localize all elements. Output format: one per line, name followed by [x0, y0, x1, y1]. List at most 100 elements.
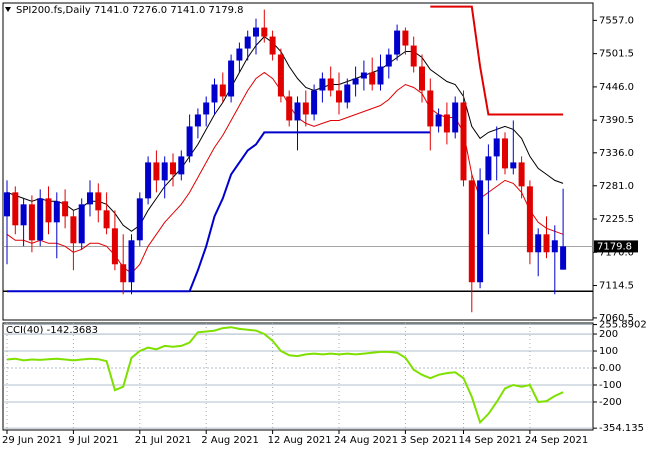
candle-body [45, 198, 52, 223]
candle-body [560, 246, 567, 270]
cci-panel [2, 322, 594, 431]
candle-body [419, 66, 425, 91]
candle-body [443, 114, 450, 133]
candle-body [253, 27, 259, 37]
candle-body [460, 102, 467, 181]
candle-body [203, 102, 210, 115]
candle-body [145, 162, 152, 199]
candle-body [468, 180, 475, 283]
candle-body [111, 228, 118, 265]
indicator-line [430, 5, 564, 116]
candle-body [410, 45, 417, 67]
candle-body [228, 60, 235, 97]
candle-body [70, 216, 77, 244]
candle-body [153, 162, 160, 181]
candle-body [352, 78, 359, 85]
candle-body [336, 90, 342, 103]
candle-body [452, 102, 459, 133]
candle-body [219, 84, 226, 97]
candle-body [211, 84, 218, 103]
candle-body [377, 66, 384, 85]
x-tick-label: 9 Jul 2021 [68, 435, 118, 446]
y-tick-label: 255.8902 [599, 320, 647, 331]
candle-body [319, 78, 326, 91]
candle-body [485, 156, 492, 181]
candle-body [103, 210, 110, 229]
candle-body [62, 201, 69, 217]
candle-body [402, 30, 409, 46]
y-tick-label: 7557.0 [599, 15, 634, 26]
x-tick-label: 21 Jul 2021 [135, 435, 192, 446]
x-tick-label: 3 Sep 2021 [400, 435, 457, 446]
candle-body [20, 204, 27, 226]
candle-body [87, 192, 93, 205]
y-tick-label: 100 [599, 346, 618, 357]
cci-line [6, 326, 564, 425]
x-tick-label: 24 Aug 2021 [334, 435, 398, 446]
price-panel [2, 2, 594, 321]
candle-body [385, 54, 392, 67]
candle-body [435, 114, 442, 127]
candle-body [277, 54, 284, 97]
chart-title: SPI200.fs,Daily 7141.0 7276.0 7141.0 717… [16, 5, 243, 16]
y-tick-label: 200 [599, 329, 618, 340]
y-tick-label: 7281.0 [599, 181, 634, 192]
candle-body [53, 201, 60, 223]
y-tick-label: 7501.5 [599, 49, 634, 60]
candle-body [186, 126, 193, 157]
candle-body [95, 192, 102, 211]
y-tick-label: 7114.5 [599, 281, 634, 292]
candle-body [28, 204, 35, 241]
candle-body [543, 234, 550, 253]
y-tick-label: 7446.0 [599, 82, 634, 93]
candle-body [128, 240, 135, 283]
x-tick-label: 24 Sep 2021 [525, 435, 588, 446]
y-tick-label: 7390.5 [599, 115, 634, 126]
candle-body [12, 192, 19, 226]
y-tick-label: 7170.0 [599, 247, 634, 258]
title-arrow [5, 7, 11, 12]
indicator-line [7, 131, 431, 293]
candle-body [294, 102, 301, 121]
candle-body [369, 72, 376, 85]
candle-body [502, 138, 508, 169]
candle-body [311, 90, 318, 115]
y-tick-label: 7225.5 [599, 214, 634, 225]
candle-body [170, 162, 176, 175]
candle-body [4, 192, 10, 217]
y-tick-label: 7336.0 [599, 148, 634, 159]
price-label: 7179.8 [597, 241, 632, 252]
candle-body [236, 48, 243, 61]
candle-body [286, 96, 293, 121]
candle-body [120, 264, 127, 283]
price-label-box [594, 240, 638, 253]
x-tick-label: 14 Sep 2021 [459, 435, 522, 446]
y-tick-label: -354.135 [599, 423, 644, 434]
candle-body [194, 114, 201, 127]
candle-body [37, 198, 44, 241]
candle-body [551, 240, 558, 253]
candle-body [327, 78, 334, 91]
candle-body [161, 162, 168, 181]
candle-body [78, 204, 85, 244]
y-tick-label: -200 [599, 397, 622, 408]
candle-body [178, 156, 185, 175]
y-tick-label: -100 [599, 380, 622, 391]
candle-body [427, 90, 434, 127]
candle-body [535, 234, 542, 253]
y-tick-label: 7060.5 [599, 313, 634, 324]
candle-body [261, 27, 268, 37]
candle-body [269, 36, 276, 55]
candle-body [136, 198, 143, 241]
y-tick-label: 0.00 [599, 363, 621, 374]
candle-body [510, 162, 517, 169]
candle-body [493, 138, 500, 157]
cci-title: CCI(40) -142.3683 [6, 325, 98, 336]
candle-body [302, 102, 309, 115]
x-tick-label: 29 Jun 2021 [2, 435, 62, 446]
x-tick-label: 12 Aug 2021 [268, 435, 332, 446]
x-tick-label: 2 Aug 2021 [201, 435, 259, 446]
candle-body [360, 72, 367, 79]
candle-body [344, 84, 351, 103]
